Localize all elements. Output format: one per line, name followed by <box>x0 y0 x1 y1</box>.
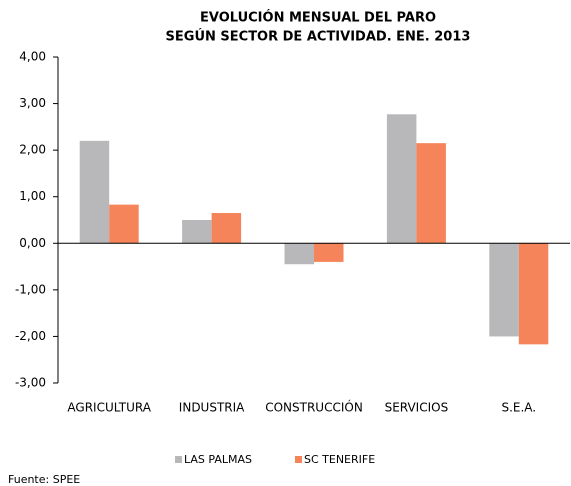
y-tick-label: 2,00 <box>19 143 46 157</box>
source: Fuente: SPEE <box>8 473 80 486</box>
y-tick-label: -1,00 <box>15 282 46 296</box>
y-tick-label: 4,00 <box>19 50 46 64</box>
bar <box>489 243 519 337</box>
bar <box>284 243 314 265</box>
y-tick-label: 3,00 <box>19 96 46 110</box>
legend-label: LAS PALMAS <box>184 453 252 466</box>
x-tick-label: CONSTRUCCIÓN <box>265 400 363 415</box>
legend-swatch <box>295 456 302 463</box>
bar <box>211 213 242 244</box>
x-tick-label: S.E.A. <box>501 401 536 415</box>
bar <box>386 114 417 244</box>
bar <box>416 143 446 244</box>
legend-swatch <box>175 456 182 463</box>
bar <box>518 243 549 345</box>
y-tick-label: 1,00 <box>19 189 46 203</box>
x-tick-label: INDUSTRIA <box>179 401 245 415</box>
chart-subtitle: SEGÚN SECTOR DE ACTIVIDAD. ENE. 2013 <box>166 29 471 45</box>
legend-label: SC TENERIFE <box>304 453 375 466</box>
chart-title: EVOLUCIÓN MENSUAL DEL PARO <box>200 10 436 26</box>
bar <box>182 220 212 244</box>
y-tick-label: -2,00 <box>15 329 46 343</box>
bar <box>79 140 110 244</box>
bar <box>109 204 139 244</box>
y-tick-label: -3,00 <box>15 376 46 390</box>
bar <box>314 243 344 262</box>
x-tick-label: SERVICIOS <box>385 401 449 415</box>
x-tick-label: AGRICULTURA <box>67 401 151 415</box>
y-tick-label: 0,00 <box>19 236 46 250</box>
